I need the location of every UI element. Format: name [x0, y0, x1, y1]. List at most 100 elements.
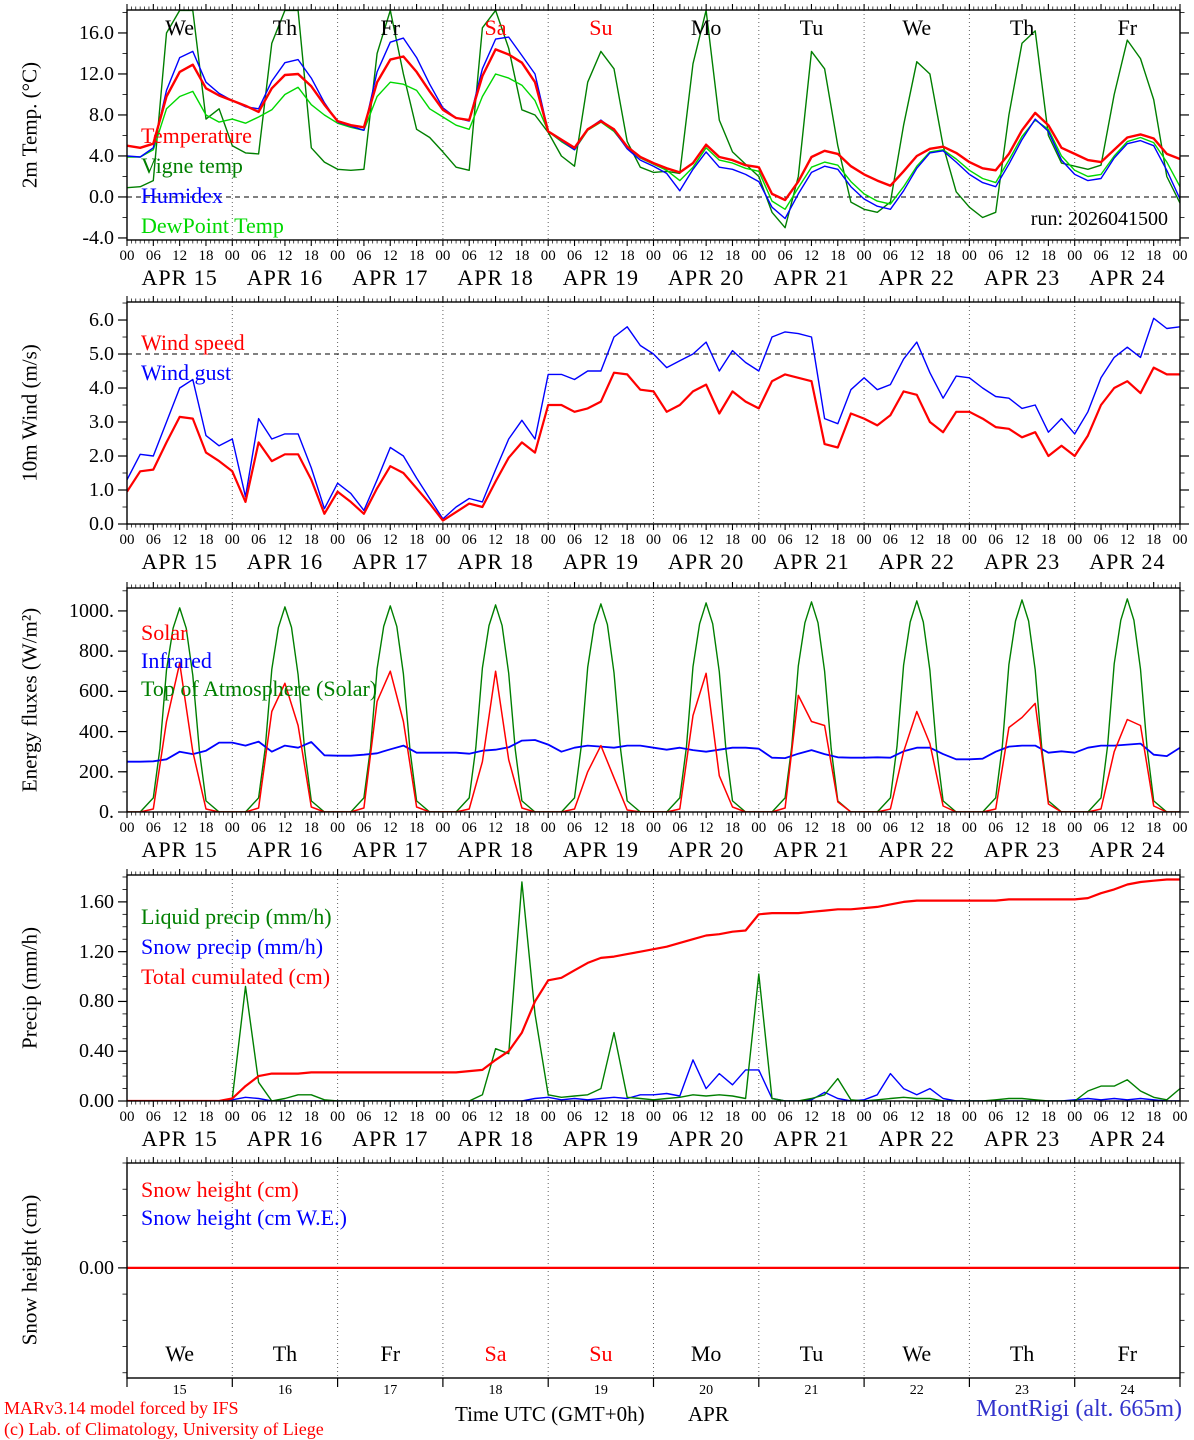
x-hour-label: 06 [356, 248, 372, 264]
x-hour-label: 06 [145, 532, 161, 548]
y-tick-label: 1.20 [79, 940, 114, 963]
x-hour-label: 06 [461, 820, 477, 836]
x-hour-label: 18 [1146, 248, 1162, 264]
day-date-label: APR 23 [983, 265, 1061, 290]
day-date-label: APR 22 [878, 1126, 955, 1151]
x-hour-label: 12 [698, 820, 714, 836]
x-hour-label: 18 [409, 532, 425, 548]
y-tick-label: -4.0 [82, 226, 114, 249]
x-hour-label: 12 [593, 248, 609, 264]
day-date-label: APR 22 [878, 265, 955, 290]
x-hour-label: 00 [435, 820, 451, 836]
day-name-top: We [165, 15, 195, 40]
month-label: APR [688, 1402, 729, 1426]
x-hour-label: 00 [961, 532, 977, 548]
day-name-bottom: Th [272, 1341, 298, 1366]
x-hour-label: 18 [935, 1109, 951, 1125]
x-hour-label: 00 [119, 1109, 135, 1125]
x-hour-label: 00 [435, 1109, 451, 1125]
x-hour-label: 06 [882, 1109, 898, 1125]
x-hour-label: 12 [593, 1109, 609, 1125]
x-hour-label: 18 [303, 532, 319, 548]
x-hour-label: 06 [672, 820, 688, 836]
station-label: MontRigi (alt. 665m) [976, 1396, 1182, 1422]
date-number-label: 24 [1120, 1383, 1135, 1398]
x-hour-label: 00 [1067, 532, 1083, 548]
x-hour-label: 18 [1146, 1109, 1162, 1125]
x-hour-label: 18 [303, 820, 319, 836]
date-number-label: 16 [277, 1383, 292, 1398]
x-hour-label: 06 [777, 248, 793, 264]
day-date-label: APR 17 [352, 1126, 429, 1151]
x-hour-label: 12 [1014, 820, 1030, 836]
x-hour-label: 06 [251, 532, 267, 548]
legend-snow-precip: Snow precip (mm/h) [141, 934, 324, 959]
day-date-label: APR 15 [141, 549, 218, 574]
x-hour-label: 06 [882, 820, 898, 836]
day-date-label: APR 24 [1089, 837, 1166, 862]
x-hour-label: 06 [1093, 248, 1109, 264]
x-hour-label: 00 [119, 820, 135, 836]
y-tick-label: 200. [79, 760, 114, 783]
x-hour-label: 12 [382, 248, 398, 264]
day-date-label: APR 24 [1089, 549, 1166, 574]
x-hour-label: 06 [356, 820, 372, 836]
day-date-label: APR 15 [141, 265, 218, 290]
x-hour-label: 12 [803, 532, 819, 548]
y-tick-label: 400. [79, 720, 114, 743]
date-number-label: 20 [699, 1383, 714, 1398]
legend-liquid-precip: Liquid precip (mm/h) [141, 904, 332, 929]
x-hour-label: 18 [830, 1109, 846, 1125]
y-tick-label: 12.0 [79, 62, 114, 85]
day-name-bottom: Fr [1117, 1341, 1138, 1366]
x-hour-label: 00 [1172, 532, 1188, 548]
run-label: run: 2026041500 [1030, 208, 1168, 230]
day-name-bottom: Fr [380, 1341, 401, 1366]
y-tick-label: 4.0 [89, 144, 114, 167]
y-tick-label: 6.0 [89, 309, 114, 332]
x-hour-label: 00 [540, 248, 556, 264]
day-date-label: APR 19 [562, 549, 639, 574]
x-hour-label: 18 [619, 532, 635, 548]
x-hour-label: 00 [856, 820, 872, 836]
legend-infrared: Infrared [141, 648, 212, 673]
x-hour-label: 18 [303, 1109, 319, 1125]
x-hour-label: 06 [356, 1109, 372, 1125]
day-date-label: APR 24 [1089, 265, 1166, 290]
x-hour-label: 12 [593, 532, 609, 548]
x-hour-label: 12 [277, 532, 293, 548]
x-hour-label: 00 [119, 248, 135, 264]
y-tick-label: 0.00 [79, 1090, 114, 1112]
x-hour-label: 00 [435, 532, 451, 548]
day-date-label: APR 17 [352, 549, 429, 574]
x-hour-label: 06 [251, 1109, 267, 1125]
x-hour-label: 06 [567, 820, 583, 836]
day-date-label: APR 20 [667, 837, 745, 862]
x-hour-label: 00 [330, 532, 346, 548]
day-name-bottom: We [165, 1341, 195, 1366]
x-hour-label: 12 [172, 820, 188, 836]
day-date-label: APR 21 [773, 837, 850, 862]
x-hour-label: 18 [409, 1109, 425, 1125]
x-hour-label: 12 [803, 248, 819, 264]
x-hour-label: 06 [1093, 532, 1109, 548]
x-hour-label: 18 [409, 820, 425, 836]
x-hour-label: 18 [830, 532, 846, 548]
x-hour-label: 18 [724, 248, 740, 264]
x-hour-label: 12 [803, 1109, 819, 1125]
x-hour-label: 18 [514, 820, 530, 836]
x-hour-label: 12 [1119, 248, 1135, 264]
day-name-bottom: Tu [799, 1341, 824, 1366]
day-date-label: APR 20 [667, 265, 745, 290]
day-date-label: APR 20 [667, 549, 745, 574]
x-hour-label: 18 [724, 820, 740, 836]
date-number-label: 17 [383, 1383, 398, 1398]
y-tick-label: 2.0 [89, 445, 114, 467]
x-hour-label: 12 [172, 1109, 188, 1125]
x-hour-label: 12 [277, 248, 293, 264]
x-hour-label: 00 [224, 1109, 240, 1125]
y-tick-label: 3.0 [89, 411, 114, 433]
day-name-bottom: Th [1009, 1341, 1035, 1366]
x-hour-label: 00 [646, 1109, 661, 1125]
x-hour-label: 06 [672, 1109, 688, 1125]
